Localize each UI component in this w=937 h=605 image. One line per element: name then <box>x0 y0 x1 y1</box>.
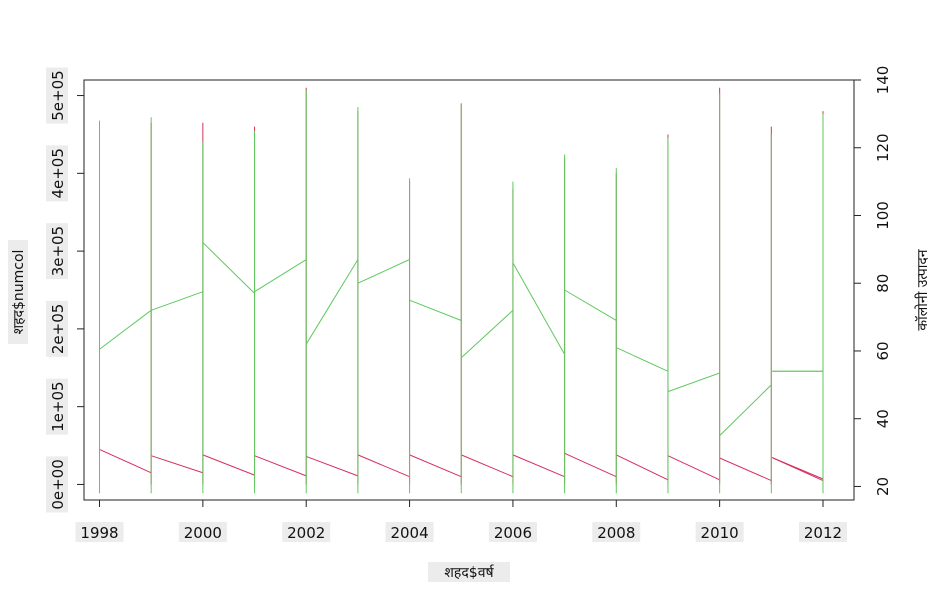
series-1-segment <box>357 454 410 478</box>
y-left-tick-label-background <box>46 223 68 280</box>
y-left-tick-label-background <box>46 67 68 124</box>
x-tick-label-background <box>385 522 434 542</box>
series-2-segment <box>667 372 720 393</box>
series-layer <box>99 87 824 494</box>
x-tick-label: 2004 <box>390 524 428 542</box>
plot-box <box>83 79 855 501</box>
y-left-tick-label: 4e+05 <box>49 148 67 198</box>
axis-layer: 1998 2000 2002 2004 2006 2008 2010 2012 0e+00 1e+… <box>46 66 892 542</box>
series-1-segment <box>99 448 152 474</box>
series-1-segment <box>306 455 359 477</box>
series-1-segment <box>667 455 720 481</box>
series-1-segment <box>719 457 772 482</box>
x-tick-label-background <box>488 522 537 542</box>
y-left-tick-label: 2e+05 <box>49 304 67 354</box>
x-axis-title-background <box>428 562 510 582</box>
series-2-segment <box>719 384 772 437</box>
y-left-tick-label: 0e+00 <box>49 459 67 509</box>
x-tick-label-background <box>695 522 744 542</box>
x-tick-label: 2010 <box>701 524 739 542</box>
y-axis-left-title: शहद$numcol <box>11 250 27 335</box>
y-axis-right-title: कॉलोनी उत्पादन <box>914 249 931 330</box>
series-1-segment <box>461 454 514 478</box>
series-2-segment <box>357 259 410 284</box>
series-1-segment <box>409 454 462 478</box>
series-1-segment <box>772 457 824 482</box>
series-2-segment <box>99 309 152 350</box>
y-right-tick-label: 40 <box>874 409 892 428</box>
series-2-segment <box>564 289 617 321</box>
x-tick-label: 2006 <box>494 524 532 542</box>
series-2-segment <box>460 309 514 359</box>
y-right-tick-label: 140 <box>874 66 892 95</box>
x-tick-label-background <box>798 522 847 542</box>
series-2-segment <box>409 299 462 321</box>
y-right-tick-label: 120 <box>874 133 892 162</box>
x-tick-label-background <box>592 522 641 542</box>
x-tick-label: 2000 <box>184 524 222 542</box>
y-left-tick-label: 3e+05 <box>49 226 67 276</box>
x-tick-label: 2008 <box>597 524 635 542</box>
x-tick-label-background <box>75 522 124 542</box>
series-2-segment <box>616 347 669 372</box>
series-2-segment <box>254 259 307 293</box>
y-left-tick-label: 5e+05 <box>49 70 67 120</box>
series-1-segment <box>564 452 617 478</box>
y-left-tick-label-background <box>46 378 68 435</box>
series-2-segment <box>151 291 204 311</box>
series-2-segment <box>512 262 566 355</box>
y-right-tick-label: 100 <box>874 201 892 230</box>
y-left-tick-label-background <box>46 300 68 357</box>
y-left-tick-label-background <box>46 456 68 513</box>
x-axis-title: शहद$वर्ष <box>444 564 494 581</box>
x-tick-label: 2012 <box>804 524 842 542</box>
series-1-segment <box>202 454 255 476</box>
y-left-tick-label-background <box>46 145 68 202</box>
series-1-segment <box>151 455 204 474</box>
series-1-segment <box>616 454 669 481</box>
x-tick-label: 1998 <box>80 524 118 542</box>
y-left-tick-label: 1e+05 <box>49 381 67 431</box>
y-right-tick-label: 60 <box>874 341 892 360</box>
x-tick-label: 2002 <box>287 524 325 542</box>
x-tick-label-background <box>178 522 227 542</box>
x-tick-label-background <box>282 522 331 542</box>
y-axis-left-title-background <box>8 240 28 344</box>
y-right-tick-label: 20 <box>874 477 892 496</box>
y-right-tick-label: 80 <box>874 274 892 293</box>
series-1-segment <box>512 454 565 478</box>
series-2-segment <box>305 259 359 345</box>
series-2-segment <box>202 242 255 294</box>
series-1-segment <box>254 455 307 477</box>
